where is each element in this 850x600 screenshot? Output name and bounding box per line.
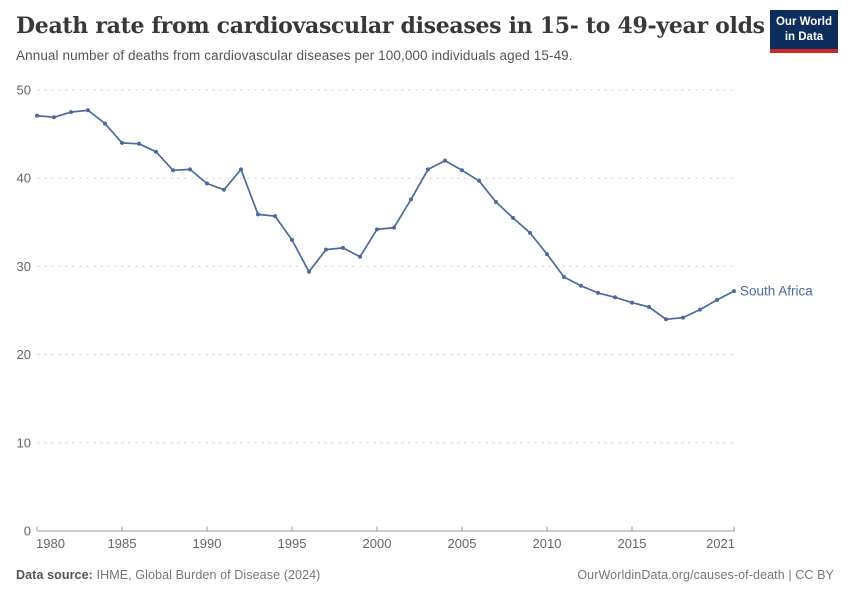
data-point-marker[interactable] bbox=[409, 197, 413, 202]
x-axis-tick-label: 1995 bbox=[278, 536, 307, 551]
y-axis-tick-label: 30 bbox=[17, 259, 31, 274]
data-point-marker[interactable] bbox=[630, 300, 634, 305]
x-axis-tick-label: 1980 bbox=[36, 536, 65, 551]
data-point-marker[interactable] bbox=[137, 141, 141, 146]
chart-footer: Data source: IHME, Global Burden of Dise… bbox=[16, 568, 834, 582]
data-point-marker[interactable] bbox=[562, 275, 566, 279]
data-point-marker[interactable] bbox=[205, 181, 209, 186]
data-point-marker[interactable] bbox=[171, 168, 175, 173]
y-axis-tick-label: 20 bbox=[17, 347, 31, 362]
data-point-marker[interactable] bbox=[307, 269, 311, 274]
data-point-marker[interactable] bbox=[528, 230, 532, 235]
data-point-marker[interactable] bbox=[52, 115, 56, 120]
data-point-marker[interactable] bbox=[426, 167, 430, 172]
data-point-marker[interactable] bbox=[341, 245, 345, 250]
owid-logo-line2: in Data bbox=[784, 30, 824, 43]
credit-link[interactable]: OurWorldinData.org/causes-of-death | CC … bbox=[577, 568, 834, 582]
y-axis-tick-label: 10 bbox=[17, 435, 31, 450]
data-point-marker[interactable] bbox=[273, 214, 277, 219]
x-axis-tick-label: 2005 bbox=[448, 536, 477, 551]
data-point-marker[interactable] bbox=[256, 212, 260, 217]
y-axis-tick-label: 50 bbox=[17, 83, 31, 98]
series-line-south-africa[interactable] bbox=[36, 109, 735, 321]
data-point-marker[interactable] bbox=[392, 225, 396, 230]
data-point-marker[interactable] bbox=[443, 158, 447, 163]
data-source-value: IHME, Global Burden of Disease (2024) bbox=[96, 568, 321, 582]
series-end-label[interactable]: South Africa bbox=[740, 284, 813, 299]
data-point-marker[interactable] bbox=[222, 187, 226, 192]
data-point-marker[interactable] bbox=[375, 227, 379, 232]
data-point-marker[interactable] bbox=[290, 237, 294, 242]
data-point-marker[interactable] bbox=[681, 315, 685, 320]
data-source: Data source: IHME, Global Burden of Dise… bbox=[16, 568, 320, 582]
data-source-label: Data source: bbox=[16, 568, 93, 582]
data-point-marker[interactable] bbox=[664, 317, 668, 322]
data-point-marker[interactable] bbox=[579, 283, 583, 288]
data-point-marker[interactable] bbox=[647, 305, 651, 309]
data-point-marker[interactable] bbox=[35, 113, 39, 118]
data-point-marker[interactable] bbox=[477, 178, 481, 183]
data-point-marker[interactable] bbox=[460, 168, 464, 173]
data-point-marker[interactable] bbox=[69, 110, 73, 115]
x-axis-tick-label: 2010 bbox=[533, 536, 562, 551]
data-point-marker[interactable] bbox=[239, 167, 243, 172]
data-point-marker[interactable] bbox=[120, 140, 124, 145]
x-axis-tick-label: 1985 bbox=[108, 536, 137, 551]
owid-logo-line1: Our World bbox=[775, 16, 832, 29]
x-axis-tick-label: 2015 bbox=[618, 536, 647, 551]
data-point-marker[interactable] bbox=[188, 167, 192, 172]
y-axis-tick-label: 0 bbox=[24, 524, 31, 539]
data-point-marker[interactable] bbox=[715, 297, 719, 302]
data-point-marker[interactable] bbox=[511, 215, 515, 220]
chart-subtitle: Annual number of deaths from cardiovascu… bbox=[16, 47, 573, 63]
data-point-marker[interactable] bbox=[358, 254, 362, 259]
x-axis-tick-label: 2021 bbox=[706, 536, 735, 551]
data-point-marker[interactable] bbox=[613, 295, 617, 300]
data-point-marker[interactable] bbox=[732, 289, 736, 294]
data-point-marker[interactable] bbox=[103, 121, 107, 126]
chart-title: Death rate from cardiovascular diseases … bbox=[16, 13, 765, 39]
data-point-marker[interactable] bbox=[154, 149, 158, 154]
data-point-marker[interactable] bbox=[698, 307, 702, 312]
owid-logo[interactable]: Our World in Data bbox=[770, 10, 838, 53]
data-point-marker[interactable] bbox=[545, 252, 549, 257]
data-point-marker[interactable] bbox=[324, 247, 328, 252]
x-axis-tick-label: 2000 bbox=[363, 536, 392, 551]
data-point-marker[interactable] bbox=[494, 200, 498, 204]
data-point-marker[interactable] bbox=[596, 290, 600, 295]
data-point-marker[interactable] bbox=[86, 108, 90, 113]
x-axis-tick-label: 1990 bbox=[193, 536, 222, 551]
chart-header: Death rate from cardiovascular diseases … bbox=[16, 13, 765, 63]
y-axis-tick-label: 40 bbox=[17, 171, 31, 186]
